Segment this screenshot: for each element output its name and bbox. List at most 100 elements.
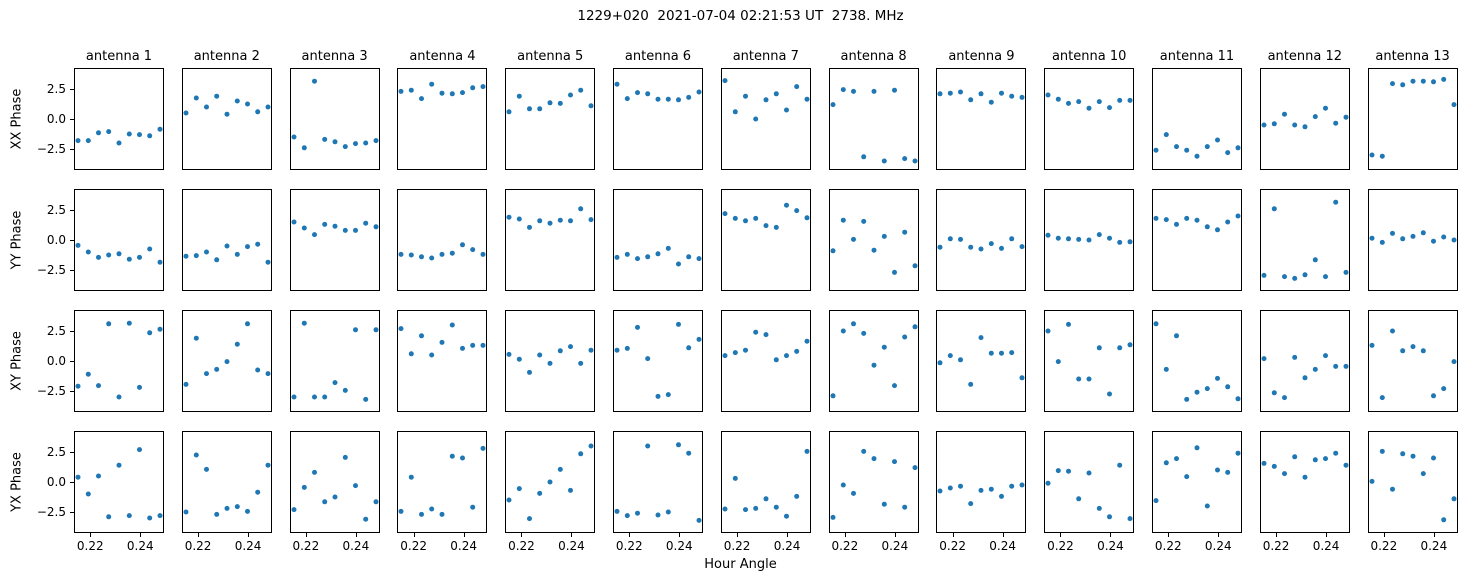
subplot-xx-phase-antenna-11 xyxy=(1152,68,1242,170)
x-tick-mark xyxy=(355,532,357,537)
scatter-plot xyxy=(936,309,1027,412)
xtick-label: 0.24 xyxy=(558,538,585,553)
x-tick-mark xyxy=(571,532,573,537)
xtick-label: 0.22 xyxy=(184,538,212,553)
xtick-label: 0.24 xyxy=(773,538,801,553)
y-tick-mark xyxy=(70,390,74,392)
x-tick-mark xyxy=(1110,532,1112,537)
x-tick-mark xyxy=(679,532,681,537)
col-title-antenna-3: antenna 3 xyxy=(301,49,368,64)
subplot-xy-phase-antenna-7 xyxy=(720,309,811,412)
figure-title: 1229+020 2021-07-04 02:21:53 UT 2738. MH… xyxy=(577,8,904,24)
subplot-xx-phase-antenna-2 xyxy=(181,68,272,170)
scatter-plot xyxy=(1044,309,1135,412)
scatter-plot xyxy=(74,309,164,412)
scatter-plot xyxy=(828,430,919,533)
scatter-plot xyxy=(181,430,272,533)
col-title-antenna-6: antenna 6 xyxy=(624,49,692,64)
x-tick-mark xyxy=(844,532,846,537)
scatter-plot xyxy=(613,430,703,533)
subplot-yy-phase-antenna-8 xyxy=(828,188,919,291)
subplot-yy-phase-antenna-3 xyxy=(289,188,380,291)
subplot-yy-phase-antenna-4 xyxy=(397,188,488,291)
x-tick-mark xyxy=(787,532,789,537)
ytick-label: 2.5 xyxy=(46,82,66,96)
x-tick-mark xyxy=(198,532,200,537)
subplot-xx-phase-antenna-6 xyxy=(613,68,703,170)
ytick-label: 0.0 xyxy=(46,474,66,489)
x-axis-label: Hour Angle xyxy=(704,557,777,572)
subplot-xy-phase-antenna-5 xyxy=(505,309,596,412)
scatter-plot xyxy=(720,309,811,412)
subplot-yx-phase-antenna-3 xyxy=(289,430,380,533)
y-tick-mark xyxy=(70,269,74,271)
xtick-label: 0.24 xyxy=(1312,538,1340,553)
x-tick-mark xyxy=(248,532,250,537)
scatter-plot xyxy=(828,68,919,170)
scatter-plot xyxy=(289,430,380,533)
col-title-antenna-2: antenna 2 xyxy=(193,49,260,64)
col-title-antenna-7: antenna 7 xyxy=(732,49,799,64)
x-tick-mark xyxy=(1276,532,1278,537)
x-tick-mark xyxy=(737,532,739,537)
x-tick-mark xyxy=(90,532,92,537)
x-tick-mark xyxy=(140,532,142,537)
subplot-yx-phase-antenna-4 xyxy=(397,430,488,533)
ytick-label: 0.0 xyxy=(46,112,66,126)
subplot-yx-phase-antenna-8 xyxy=(828,430,919,533)
x-tick-mark xyxy=(305,532,307,537)
subplot-xy-phase-antenna-6 xyxy=(613,309,703,412)
xtick-label: 0.22 xyxy=(1370,538,1398,553)
xtick-label: 0.22 xyxy=(1262,538,1290,553)
col-title-antenna-4: antenna 4 xyxy=(409,49,476,64)
scatter-plot xyxy=(289,309,380,412)
subplot-yy-phase-antenna-2 xyxy=(181,188,272,291)
subplot-yy-phase-antenna-13 xyxy=(1367,188,1458,291)
subplot-xy-phase-antenna-10 xyxy=(1044,309,1135,412)
scatter-plot xyxy=(828,309,919,412)
subplot-yy-phase-antenna-7 xyxy=(720,188,811,291)
subplot-xx-phase-antenna-13 xyxy=(1367,68,1458,170)
ytick-label: 2.5 xyxy=(46,202,66,217)
subplot-xx-phase-antenna-1 xyxy=(74,68,164,170)
scatter-plot xyxy=(1367,68,1458,170)
subplot-yx-phase-antenna-7 xyxy=(720,430,811,533)
row-label-yy-phase: YY Phase xyxy=(9,210,25,270)
ytick-label: 2.5 xyxy=(46,323,66,338)
xtick-label: 0.22 xyxy=(939,538,966,553)
col-title-antenna-10: antenna 10 xyxy=(1051,49,1127,64)
scatter-plot xyxy=(1152,68,1242,170)
scatter-plot xyxy=(1044,430,1135,533)
subplot-xx-phase-antenna-10 xyxy=(1044,68,1135,170)
xtick-label: 0.24 xyxy=(450,538,477,553)
x-tick-mark xyxy=(1218,532,1220,537)
xtick-label: 0.22 xyxy=(76,538,104,553)
subplot-xy-phase-antenna-2 xyxy=(181,309,272,412)
subplot-xx-phase-antenna-12 xyxy=(1259,68,1350,170)
x-tick-mark xyxy=(413,532,415,537)
scatter-plot xyxy=(505,68,596,170)
scatter-plot xyxy=(397,188,488,291)
scatter-plot xyxy=(1367,309,1458,412)
subplot-yx-phase-antenna-9 xyxy=(936,430,1027,533)
x-tick-mark xyxy=(629,532,631,537)
x-tick-mark xyxy=(521,532,523,537)
scatter-plot xyxy=(181,309,272,412)
xtick-label: 0.22 xyxy=(831,538,859,553)
ytick-label: −2.5 xyxy=(36,262,66,277)
xtick-label: 0.22 xyxy=(292,538,320,553)
scatter-plot xyxy=(720,68,811,170)
subplot-yy-phase-antenna-1 xyxy=(74,188,164,291)
scatter-plot xyxy=(1367,188,1458,291)
xtick-label: 0.24 xyxy=(234,538,262,553)
scatter-plot xyxy=(936,68,1027,170)
row-label-xx-phase: XX Phase xyxy=(9,88,25,150)
subplot-yx-phase-antenna-5 xyxy=(505,430,596,533)
ytick-label: 0.0 xyxy=(46,353,66,368)
y-tick-mark xyxy=(70,330,74,332)
subplot-yy-phase-antenna-5 xyxy=(505,188,596,291)
xtick-label: 0.24 xyxy=(126,538,154,553)
scatter-plot xyxy=(181,188,272,291)
y-tick-mark xyxy=(70,481,74,483)
col-title-antenna-11: antenna 11 xyxy=(1159,49,1235,64)
